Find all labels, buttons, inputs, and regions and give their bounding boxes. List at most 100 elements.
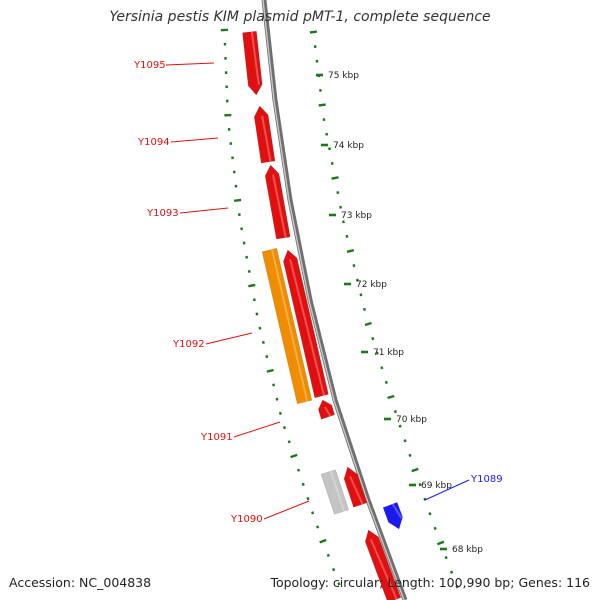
tick-mark bbox=[319, 538, 327, 544]
gene-highlight bbox=[261, 115, 272, 162]
tick-mark bbox=[290, 453, 298, 459]
tick-mark bbox=[433, 526, 437, 531]
gene-highlight bbox=[329, 470, 345, 512]
gene-arrow-y1089[interactable] bbox=[382, 502, 403, 530]
gene-highlight bbox=[369, 538, 398, 600]
accession-info: Accession: NC_004838 bbox=[9, 575, 151, 590]
tick-mark bbox=[364, 321, 372, 327]
length-label: Length: bbox=[387, 575, 435, 590]
backbone bbox=[261, 0, 408, 600]
tick-mark bbox=[316, 525, 320, 529]
tick-mark bbox=[309, 30, 318, 34]
tick-mark bbox=[311, 511, 315, 515]
gene-label[interactable]: Y1095 bbox=[133, 60, 166, 71]
topology-label: Topology: bbox=[270, 575, 329, 590]
tick-mark bbox=[272, 383, 276, 387]
tick-mark bbox=[362, 307, 366, 311]
gene-arrow-y1094[interactable] bbox=[253, 105, 276, 164]
tick-mark bbox=[261, 340, 265, 344]
tick-mark bbox=[337, 582, 341, 586]
backbone-line bbox=[261, 0, 408, 600]
scale-label: 70 kbp bbox=[396, 415, 427, 425]
tick-mark bbox=[301, 482, 305, 487]
gene-leader-line bbox=[179, 207, 229, 214]
gene-features bbox=[242, 30, 403, 600]
tick-marks-inner bbox=[309, 30, 459, 589]
gene-arrow-y1091[interactable] bbox=[318, 399, 335, 420]
gene-block-y1092-orange[interactable] bbox=[261, 247, 313, 405]
tick-marks-outer bbox=[220, 28, 341, 586]
tick-mark bbox=[275, 397, 279, 401]
tick-mark bbox=[234, 198, 242, 203]
tick-mark bbox=[436, 540, 445, 546]
gene-highlight bbox=[270, 249, 309, 402]
tick-mark bbox=[428, 512, 432, 516]
gene-arrow-y1093[interactable] bbox=[264, 164, 291, 240]
tick-mark bbox=[418, 482, 422, 487]
sequence-summary: Topology: circular; Length: 100,990 bp; … bbox=[270, 575, 590, 590]
gene-label[interactable]: Y1091 bbox=[200, 432, 233, 443]
gene-label[interactable]: Y1094 bbox=[137, 137, 170, 148]
map-title: Yersinia pestis KIM plasmid pMT-1, compl… bbox=[109, 9, 491, 25]
tick-mark bbox=[278, 411, 282, 415]
tick-mark bbox=[455, 585, 459, 589]
scale-label: 73 kbp bbox=[341, 211, 372, 221]
gene-leader-line bbox=[263, 500, 310, 520]
gene-leader-line bbox=[165, 62, 215, 66]
gene-arrow-lower[interactable] bbox=[364, 529, 402, 600]
gene-arrow-y1095[interactable] bbox=[242, 30, 263, 96]
tick-mark bbox=[282, 425, 287, 430]
tick-mark bbox=[297, 468, 301, 472]
scale-labels: 75 kbp 74 kbp 73 kbp 72 kbp 71 kbp 70 kbp 69 k… bbox=[316, 71, 483, 555]
gene-arrow-y1092[interactable] bbox=[283, 249, 329, 399]
tick-mark bbox=[423, 497, 427, 501]
gene-label[interactable]: Y1093 bbox=[146, 208, 179, 219]
backbone-highlight bbox=[262, 0, 405, 600]
gene-arrow-y1090[interactable] bbox=[343, 466, 368, 508]
tick-mark bbox=[380, 366, 384, 370]
gene-highlight bbox=[250, 31, 260, 85]
tick-mark bbox=[411, 467, 419, 473]
tick-mark bbox=[352, 264, 356, 268]
accession-value: NC_004838 bbox=[79, 575, 152, 590]
gene-highlight bbox=[324, 406, 332, 417]
genes-value: 116 bbox=[566, 575, 590, 590]
scale-label: 74 kbp bbox=[333, 141, 364, 151]
tick-mark bbox=[331, 176, 339, 180]
gene-labels: Y1095 Y1094 Y1093 Y1092 Y1091 Y1090 Y1089 bbox=[133, 60, 503, 525]
gene-leader-line bbox=[205, 332, 253, 345]
tick-mark bbox=[248, 283, 256, 288]
scale-label: 68 kbp bbox=[452, 545, 483, 555]
tick-mark bbox=[359, 293, 363, 297]
gene-leader-line bbox=[424, 479, 470, 501]
tick-mark bbox=[355, 278, 359, 282]
tick-mark bbox=[375, 351, 379, 355]
tick-mark bbox=[332, 567, 336, 572]
gene-label[interactable]: Y1089 bbox=[470, 474, 503, 485]
tick-mark bbox=[371, 337, 375, 341]
gene-block-y1090-gray[interactable] bbox=[320, 469, 349, 515]
tick-mark bbox=[287, 440, 291, 444]
tick-mark bbox=[345, 234, 349, 238]
tick-mark bbox=[258, 326, 262, 330]
gene-label[interactable]: Y1090 bbox=[230, 514, 263, 525]
accession-label: Accession: bbox=[9, 575, 76, 590]
scale-label: 72 kbp bbox=[356, 280, 387, 290]
gene-leader-line bbox=[233, 421, 281, 438]
tick-mark bbox=[306, 496, 310, 501]
gene-label[interactable]: Y1092 bbox=[172, 339, 205, 350]
tick-mark bbox=[398, 424, 402, 428]
tick-mark bbox=[449, 570, 454, 574]
tick-mark bbox=[318, 103, 326, 107]
scale-label: 71 kbp bbox=[373, 348, 404, 358]
tick-mark bbox=[387, 394, 395, 400]
scale-label: 75 kbp bbox=[328, 71, 359, 81]
gene-highlight bbox=[289, 259, 325, 396]
length-value: 100,990 bp bbox=[438, 575, 511, 590]
tick-mark bbox=[444, 555, 448, 560]
tick-mark bbox=[326, 553, 330, 558]
tick-mark bbox=[393, 410, 397, 414]
tick-mark bbox=[341, 220, 345, 224]
gene-highlight bbox=[349, 475, 364, 505]
